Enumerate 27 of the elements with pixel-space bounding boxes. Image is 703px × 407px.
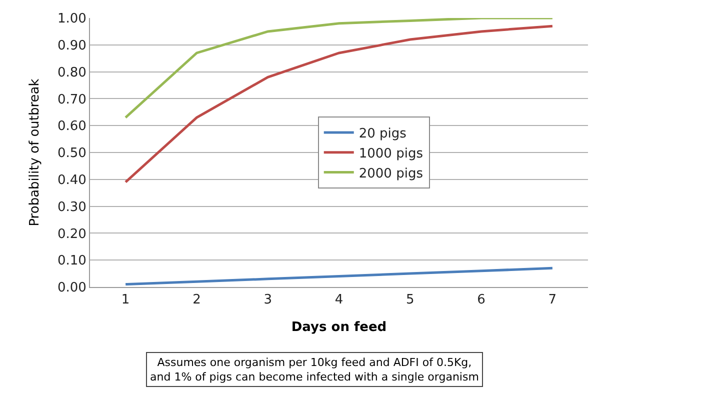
line-series bbox=[124, 18, 554, 119]
x-tick-label: 5 bbox=[406, 292, 414, 308]
y-tick-label: 0.50 bbox=[57, 146, 86, 162]
y-tick-label: 0.30 bbox=[57, 200, 86, 215]
x-tick-label: 7 bbox=[548, 292, 557, 308]
x-tick-label: 4 bbox=[334, 292, 344, 308]
y-tick-label: 1.00 bbox=[57, 12, 86, 27]
x-tick-label: 1 bbox=[121, 292, 130, 308]
y-tick-label: 0.70 bbox=[57, 92, 86, 108]
legend-label: 20 pigs bbox=[358, 126, 407, 142]
y-tick-label: 0.00 bbox=[57, 280, 86, 296]
line-series bbox=[124, 24, 554, 184]
x-tick-label: 6 bbox=[477, 292, 486, 308]
x-tick-label: 2 bbox=[192, 292, 201, 308]
legend-label: 2000 pigs bbox=[358, 166, 424, 182]
legend-label: 1000 pigs bbox=[358, 146, 424, 162]
line-series bbox=[124, 266, 554, 286]
y-axis-title: Probability of outbreak bbox=[27, 78, 42, 226]
y-tick-label: 0.20 bbox=[57, 226, 86, 242]
text: Assumes one organism per 10kg feed and ADFI of 0.5Kg, and 1% of pigs can become infected with a single organism bbox=[150, 356, 479, 384]
x-axis-title: Days on feed bbox=[291, 320, 387, 336]
x-tick-label: 3 bbox=[264, 292, 272, 308]
y-tick-label: 0.10 bbox=[57, 254, 86, 269]
y-tick-label: 0.80 bbox=[57, 65, 86, 80]
y-tick-label: 0.40 bbox=[57, 172, 86, 188]
y-tick-label: 0.90 bbox=[57, 38, 86, 54]
y-tick-label: 0.60 bbox=[57, 119, 86, 134]
